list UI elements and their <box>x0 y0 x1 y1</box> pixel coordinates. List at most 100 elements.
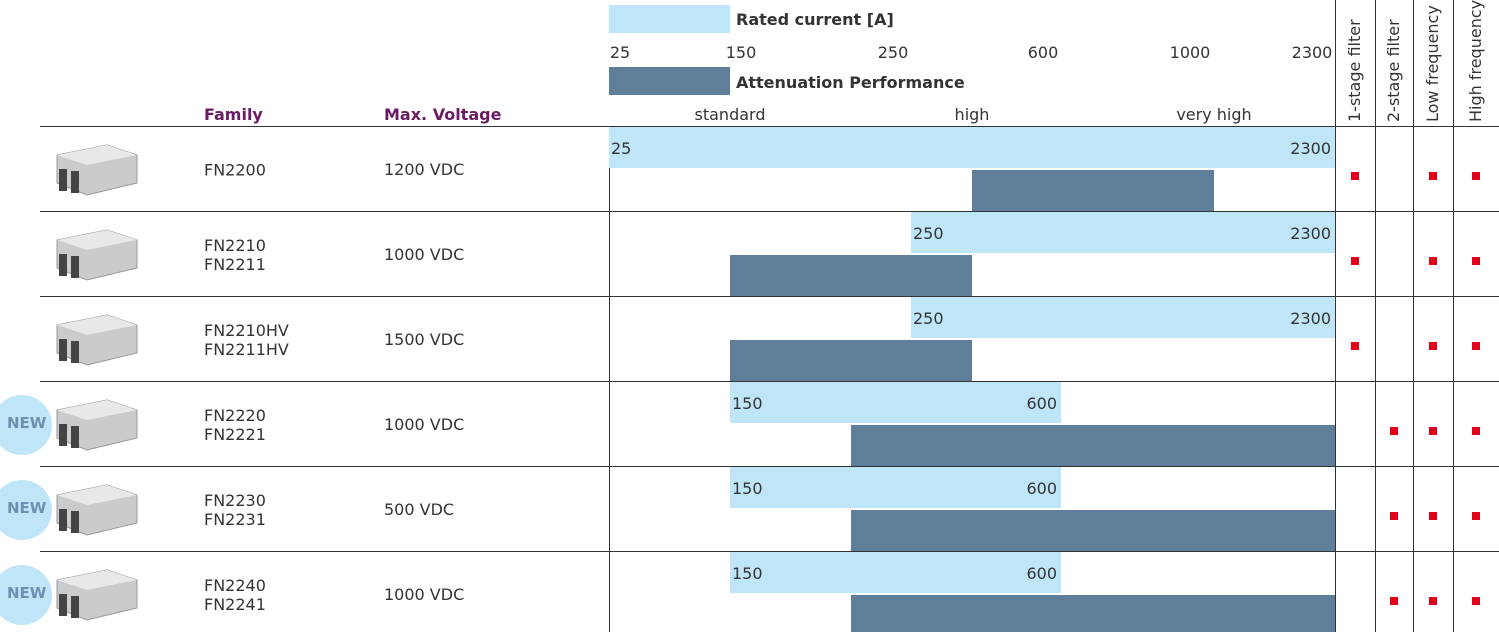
current-max-label: 2300 <box>1290 224 1331 243</box>
current-scale-label: 2300 <box>1292 43 1333 62</box>
current-bar: 150 600 <box>730 552 1061 593</box>
type-marker <box>1472 342 1480 350</box>
type-marker <box>1390 597 1398 605</box>
header: Max. Voltage <box>384 105 501 124</box>
product-drawing <box>45 396 143 452</box>
header: Family <box>204 105 263 124</box>
type-marker <box>1390 427 1398 435</box>
attenuation-bar <box>730 255 972 297</box>
type-marker <box>1472 257 1480 265</box>
rotated-header: 2-stage filter <box>1384 19 1404 122</box>
family-name: FN2230 <box>204 491 266 510</box>
type-marker <box>1429 172 1437 180</box>
column-line <box>1453 0 1454 632</box>
rotated-header: High frequency <box>1466 0 1486 122</box>
type-marker <box>1429 257 1437 265</box>
attenuation-scale-label: high <box>955 105 990 124</box>
voltage: 1000 VDC <box>384 245 464 264</box>
current-bar: 25 2300 <box>609 127 1335 168</box>
current-max-label: 2300 <box>1290 139 1331 158</box>
type-marker <box>1472 512 1480 520</box>
current-min-label: 25 <box>611 139 631 158</box>
product-image <box>45 481 143 537</box>
voltage: 1000 VDC <box>384 585 464 604</box>
product-drawing <box>45 566 143 622</box>
legend-label: Attenuation Performance <box>736 73 965 92</box>
type-marker <box>1472 427 1480 435</box>
family-name: FN2200 <box>204 160 266 179</box>
voltage: 1500 VDC <box>384 330 464 349</box>
family-name: FN2210HV <box>204 321 289 340</box>
column-line <box>1413 0 1414 632</box>
product-drawing <box>45 311 143 367</box>
attenuation-bar <box>851 510 1335 552</box>
attenuation-bar <box>730 340 972 382</box>
family-name: FN2211HV <box>204 340 289 359</box>
legend-label: Rated current [A] <box>736 10 894 29</box>
family-name: FN2211 <box>204 255 266 274</box>
type-marker <box>1351 172 1359 180</box>
attenuation-bar <box>972 170 1214 212</box>
current-min-label: 150 <box>732 564 763 583</box>
voltage: 1000 VDC <box>384 415 464 434</box>
current-scale-label: 150 <box>726 43 757 62</box>
type-marker <box>1472 172 1480 180</box>
family-cell: FN2200 <box>204 160 266 179</box>
left-border <box>609 127 610 632</box>
family-name: FN2210 <box>204 236 266 255</box>
attenuation-bar <box>851 425 1335 467</box>
current-bar: 250 2300 <box>911 297 1335 338</box>
type-marker <box>1429 597 1437 605</box>
product-image <box>45 566 143 622</box>
current-max-label: 600 <box>1026 564 1057 583</box>
type-marker <box>1472 597 1480 605</box>
family-name: FN2231 <box>204 510 266 529</box>
type-marker <box>1429 512 1437 520</box>
family-name: FN2221 <box>204 425 266 444</box>
type-marker <box>1351 342 1359 350</box>
current-min-label: 150 <box>732 394 763 413</box>
type-marker <box>1429 342 1437 350</box>
current-scale-label: 1000 <box>1170 43 1211 62</box>
attenuation-scale-label: very high <box>1176 105 1251 124</box>
product-image <box>45 311 143 367</box>
attenuation-bar <box>851 595 1335 632</box>
type-marker <box>1429 427 1437 435</box>
product-drawing <box>45 481 143 537</box>
current-bar: 150 600 <box>730 382 1061 423</box>
family-name: FN2240 <box>204 576 266 595</box>
type-marker <box>1390 512 1398 520</box>
attenuation-scale-label: standard <box>695 105 766 124</box>
badge-text: NEW <box>7 584 46 602</box>
current-min-label: 250 <box>913 309 944 328</box>
type-marker <box>1351 257 1359 265</box>
current-min-label: 250 <box>913 224 944 243</box>
current-bar: 250 2300 <box>911 212 1335 253</box>
voltage: 1200 VDC <box>384 160 464 179</box>
badge-text: NEW <box>7 414 46 432</box>
product-image <box>45 396 143 452</box>
current-scale-label: 600 <box>1028 43 1059 62</box>
current-max-label: 600 <box>1026 394 1057 413</box>
rotated-header: 1-stage filter <box>1345 19 1365 122</box>
page: Rated current [A] Attenuation Performance… <box>0 0 1499 632</box>
family-name: FN2241 <box>204 595 266 614</box>
current-max-label: 2300 <box>1290 309 1331 328</box>
product-drawing <box>45 141 143 197</box>
legend-swatch <box>609 5 730 33</box>
column-line <box>1335 0 1336 632</box>
column-line <box>1375 0 1376 632</box>
product-image <box>45 141 143 197</box>
legend-swatch <box>609 67 730 95</box>
voltage: 500 VDC <box>384 500 454 519</box>
product-drawing <box>45 226 143 282</box>
current-min-label: 150 <box>732 479 763 498</box>
current-scale-label: 250 <box>878 43 909 62</box>
badge-text: NEW <box>7 499 46 517</box>
